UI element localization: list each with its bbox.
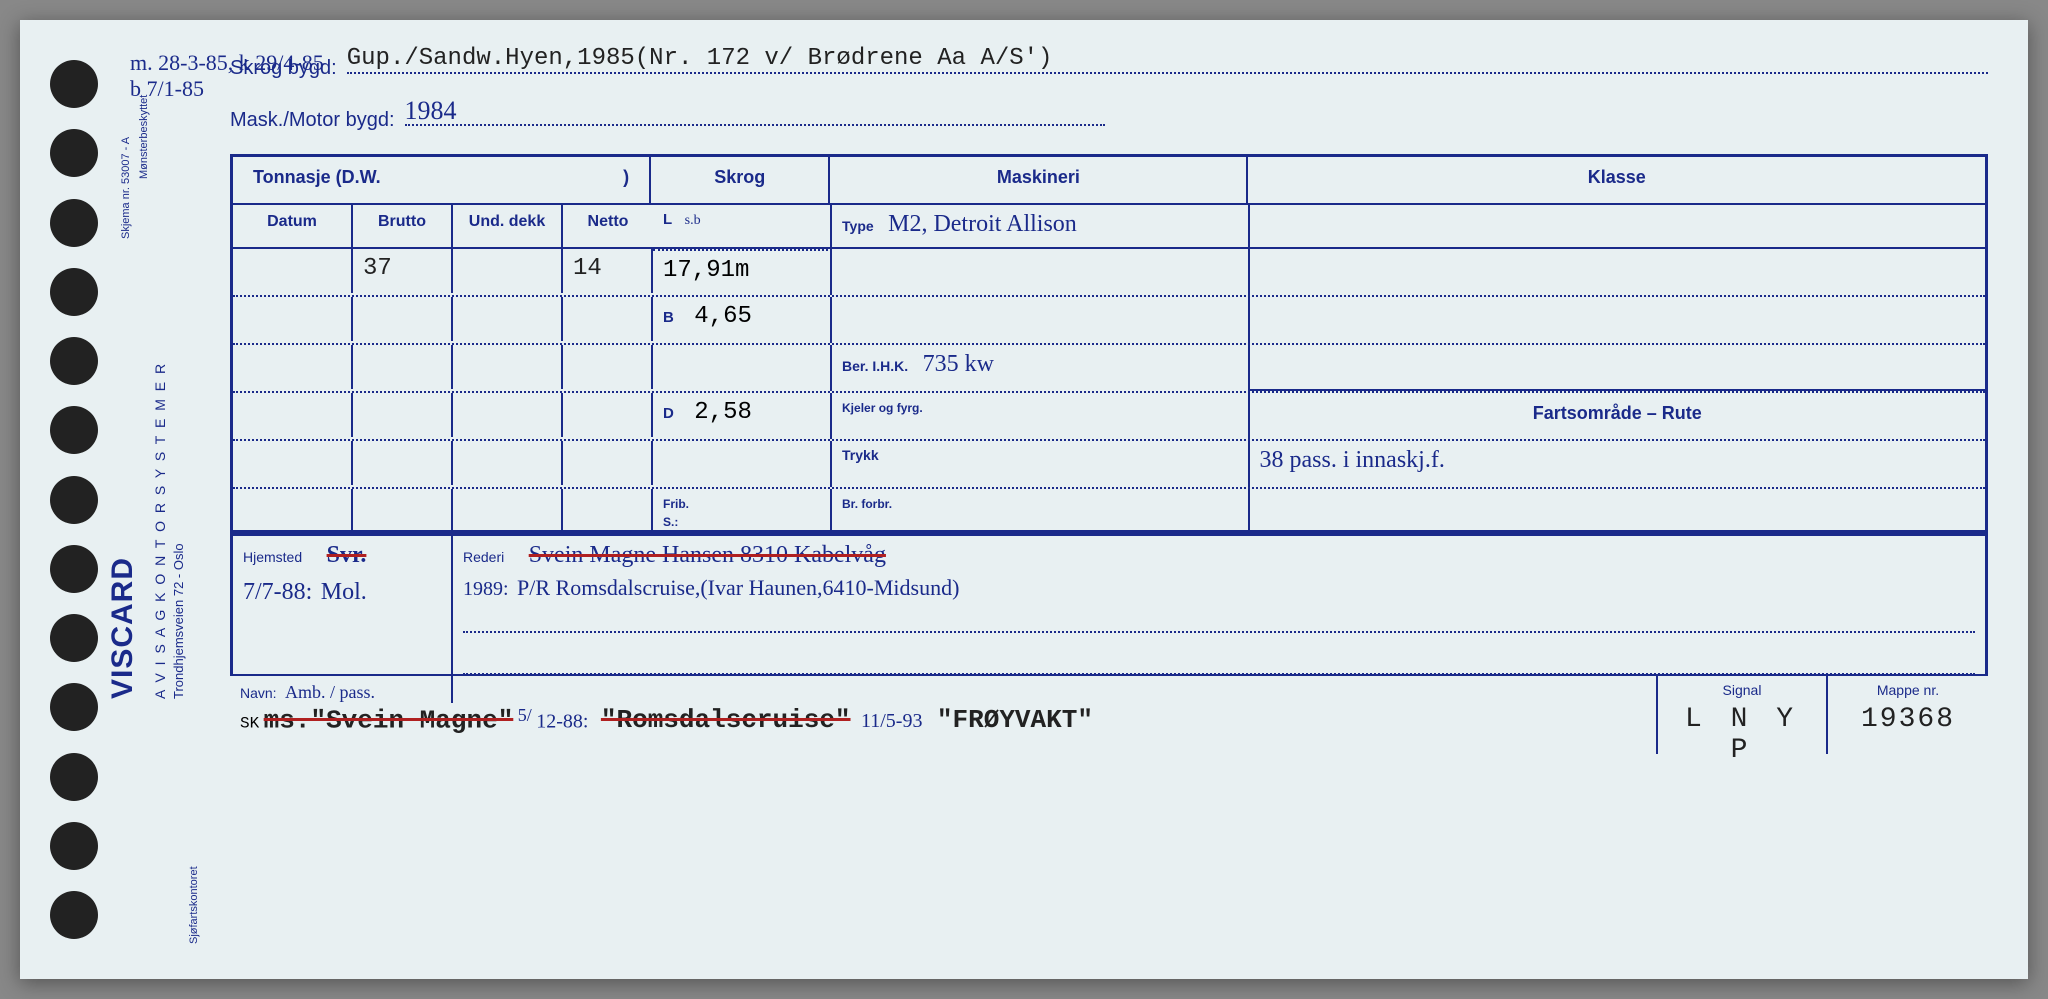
skrog-empty-2 [653,441,832,487]
hole [50,891,98,939]
hole [50,337,98,385]
klasse-header: Klasse [1248,157,1985,203]
skrog-B-value: 4,65 [694,303,752,330]
form-number: Skjema nr. 53007 - A [120,137,132,239]
tonnasje-header: Tonnasje (D.W. ) [233,157,651,203]
hole [50,753,98,801]
margin-note-1: m. 28-3-85, k 29/4-85 [130,50,324,76]
navn-1-date: 12-88: [536,710,588,732]
skrog-bygd-value: Gup./Sandw.Hyen,1985(Nr. 172 v/ Brødrene… [347,45,1053,72]
mask-ber-cell: Ber. I.H.K. 735 kw [832,345,1250,391]
signal-cell: Signal L N Y P [1658,676,1828,754]
mask-type-cell: Type M2, Detroit Allison [832,205,1250,247]
mappe-label: Mappe nr. [1838,682,1978,698]
mask-bygd-label: Mask./Motor bygd: [230,109,395,132]
signal-value: L N Y P [1685,704,1799,766]
rederi-value: P/R Romsdalscruise,(Ivar Haunen,6410-Mid… [517,575,959,600]
navn-2-date: 11/5-93 [861,710,922,732]
hole [50,268,98,316]
margin-note-2: b 7/1-85 [130,76,324,102]
pattern-protected: Mønsterbeskyttet [138,95,150,179]
binder-holes [50,60,110,939]
klasse-empty-3 [1250,345,1985,391]
mappe-cell: Mappe nr. 19368 [1828,676,1988,754]
hole [50,476,98,524]
skrog-L-value-cell: 17,91m [653,249,832,295]
klasse-empty-4 [1250,489,1985,530]
fartsomrade-value-cell: 38 pass. i innaskj.f. [1250,441,1985,487]
mask-empty-1 [832,249,1250,295]
datum-header: Datum [233,205,353,247]
datum-value [233,249,353,293]
hjemsted-value: Mol. [321,579,367,605]
skrog-L-value: 17,91m [663,257,749,284]
navn-3: "FRØYVAKT" [937,705,1093,735]
mask-type-value: M2, Detroit Allison [888,211,1077,237]
hole [50,545,98,593]
und-dekk-header: Und. dekk [453,205,563,247]
und-dekk-value [453,249,563,293]
mask-bygd-row: Mask./Motor bygd: 1984 [230,102,1988,142]
navn-sk: SK [240,714,259,732]
navn-2: "Romsdalscruise" [601,705,851,735]
hjemsted-struck: Svr. [327,542,367,568]
skrog-bygd-row: Skrog bygd: Gup./Sandw.Hyen,1985(Nr. 172… [230,50,1988,90]
skrog-B-cell: B 4,65 [653,297,832,343]
netto-header: Netto [563,205,653,247]
mask-bygd-value: 1984 [405,96,457,126]
brand-address: Trondhjemsveien 72 - Oslo [171,543,186,699]
hole [50,683,98,731]
hole [50,60,98,108]
navn-prefix-hand: Amb. / pass. [285,682,375,702]
fartsomrade-value: 38 pass. i innaskj.f. [1260,447,1445,473]
fartsomrade-header: Fartsområde – Rute [1250,393,1985,439]
rederi-struck: Svein Magne Hansen 8310 Kabelvåg [529,542,886,568]
mask-kjeler-cell: Kjeler og fyrg. [832,393,1250,439]
skrog-bygd-field: Gup./Sandw.Hyen,1985(Nr. 172 v/ Brødrene… [347,50,1988,74]
navn-1-sup: 5/ [518,705,532,725]
hole [50,129,98,177]
skrog-empty [653,345,832,391]
maritime-office: Sjøfartskontoret [188,866,200,944]
klasse-empty-2 [1250,297,1985,343]
skrog-D-value: 2,58 [694,399,752,426]
brutto-header: Brutto [353,205,453,247]
footer-row: Navn: Amb. / pass. SK ms."Svein Magne" 5… [230,674,1988,754]
signal-label: Signal [1668,682,1816,698]
navn-1: ms."Svein Magne" [264,705,514,735]
main-content: m. 28-3-85, k 29/4-85 b 7/1-85 Skrog byg… [230,50,1988,949]
hjemsted-label: Hjemsted [243,549,302,565]
navn-label: Navn: [240,685,277,701]
index-card: VISCARD A V I S A G K O N T O R S Y S T … [20,20,2028,979]
hole [50,199,98,247]
rederi-year: 1989: [463,578,509,600]
mask-ber-value: 735 kw [923,351,994,377]
hole [50,406,98,454]
side-print: VISCARD A V I S A G K O N T O R S Y S T … [130,20,220,979]
klasse-empty-1 [1250,249,1985,295]
main-table: Tonnasje (D.W. ) Skrog Maskineri Klasse … [230,154,1988,674]
rederi-label: Rederi [463,549,504,565]
hole [50,614,98,662]
brutto-value: 37 [353,249,453,293]
skrog-L-cell: L s.b [653,205,832,247]
mappe-value: 19368 [1861,704,1955,735]
mask-bygd-field: 1984 [405,102,1105,126]
klasse-cell-1 [1250,205,1985,247]
skrog-header: Skrog [651,157,830,203]
brand-logo: VISCARD [106,557,140,699]
hjemsted-date: 7/7-88: [243,579,312,605]
maskineri-header: Maskineri [830,157,1248,203]
skrog-frib-cell: Frib. S.: [653,489,832,530]
hole [50,822,98,870]
navn-cell: Navn: Amb. / pass. SK ms."Svein Magne" 5… [230,676,1658,754]
mask-trykk-cell: Trykk [832,441,1250,487]
margin-notes: m. 28-3-85, k 29/4-85 b 7/1-85 [130,50,324,103]
mask-empty-2 [832,297,1250,343]
netto-value: 14 [563,249,653,293]
skrog-D-cell: D 2,58 [653,393,832,439]
brand-sub: A V I S A G K O N T O R S Y S T E M E R [152,362,168,699]
mask-br-cell: Br. forbr. [832,489,1250,530]
